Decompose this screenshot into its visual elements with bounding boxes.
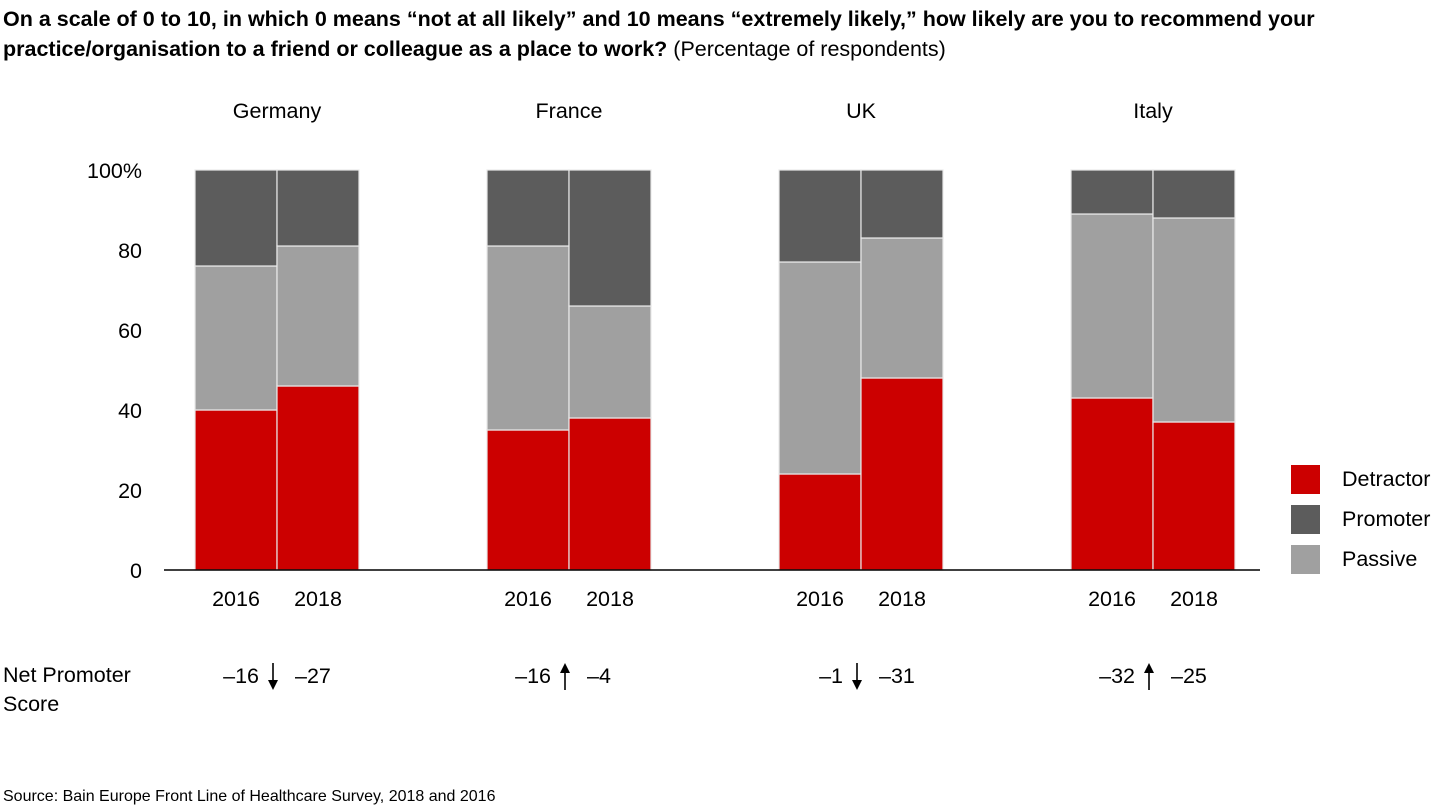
y-tick-label: 0 bbox=[130, 559, 142, 583]
bar-segment-promoter-italy-2018 bbox=[1152, 169, 1236, 219]
bar-segment-detractor-france-2016 bbox=[486, 429, 570, 571]
y-tick-label: 80 bbox=[118, 239, 142, 263]
bar-segment-promoter-france-2018 bbox=[568, 169, 652, 307]
x-tick-label: 2016 bbox=[212, 587, 260, 611]
legend-label-passive: Passive bbox=[1342, 546, 1418, 571]
x-tick-label: 2018 bbox=[586, 587, 634, 611]
legend-item-promoter: Promoter bbox=[1291, 499, 1430, 539]
x-tick-label: 2016 bbox=[1088, 587, 1136, 611]
bar-segment-passive-germany-2016 bbox=[194, 265, 278, 411]
legend-swatch-passive bbox=[1291, 544, 1320, 574]
nps-label-line2: Score bbox=[3, 692, 60, 716]
y-tick-label: 60 bbox=[118, 319, 142, 343]
chart-title: On a scale of 0 to 10, in which 0 means … bbox=[3, 4, 1438, 64]
x-tick-label: 2016 bbox=[504, 587, 552, 611]
arrow-down-icon bbox=[852, 680, 862, 690]
arrow-up-icon bbox=[1144, 663, 1154, 673]
y-tick-label: 40 bbox=[118, 399, 142, 423]
bar-segment-promoter-uk-2016 bbox=[778, 169, 862, 263]
arrow-down-icon bbox=[268, 680, 278, 690]
legend-label-detractor: Detractor bbox=[1342, 466, 1431, 491]
group-label-italy: Italy bbox=[1133, 99, 1173, 123]
bar-segment-detractor-uk-2018 bbox=[860, 377, 944, 571]
nps-2016-italy: –32 bbox=[1099, 664, 1135, 688]
nps-2016-uk: –1 bbox=[819, 664, 843, 688]
bar-segment-passive-france-2018 bbox=[568, 305, 652, 419]
bar-segment-passive-france-2016 bbox=[486, 245, 570, 431]
legend: Detractor Promoter Passive bbox=[1291, 459, 1430, 579]
source-note: Source: Bain Europe Front Line of Health… bbox=[3, 788, 496, 805]
group-label-france: France bbox=[536, 99, 603, 123]
bar-segment-promoter-germany-2016 bbox=[194, 169, 278, 267]
bar-segment-promoter-uk-2018 bbox=[860, 169, 944, 239]
legend-swatch-detractor bbox=[1291, 464, 1320, 494]
bar-segment-detractor-uk-2016 bbox=[778, 473, 862, 571]
legend-swatch-promoter bbox=[1291, 504, 1320, 534]
bar-segment-detractor-germany-2016 bbox=[194, 409, 278, 571]
bar-segment-passive-uk-2016 bbox=[778, 261, 862, 475]
bar-segment-passive-germany-2018 bbox=[276, 245, 360, 387]
legend-label-promoter: Promoter bbox=[1342, 506, 1431, 531]
bar-segment-promoter-italy-2016 bbox=[1070, 169, 1154, 215]
legend-item-passive: Passive bbox=[1291, 539, 1430, 579]
x-tick-label: 2018 bbox=[294, 587, 342, 611]
nps-2018-france: –4 bbox=[587, 664, 611, 688]
nps-label: Net Promoter Score bbox=[3, 661, 131, 719]
nps-2016-germany: –16 bbox=[223, 664, 259, 688]
chart-title-question: On a scale of 0 to 10, in which 0 means … bbox=[3, 7, 1315, 61]
bar-segment-promoter-france-2016 bbox=[486, 169, 570, 247]
chart-subtitle: (Percentage of respondents) bbox=[673, 37, 946, 61]
x-tick-label: 2018 bbox=[1170, 587, 1218, 611]
bar-segment-detractor-italy-2018 bbox=[1152, 421, 1236, 571]
bar-segment-passive-uk-2018 bbox=[860, 237, 944, 379]
group-label-uk: UK bbox=[846, 99, 877, 123]
bar-segment-detractor-italy-2016 bbox=[1070, 397, 1154, 571]
nps-2018-uk: –31 bbox=[879, 664, 915, 688]
x-tick-label: 2018 bbox=[878, 587, 926, 611]
bar-segment-promoter-germany-2018 bbox=[276, 169, 360, 247]
nps-label-line1: Net Promoter bbox=[3, 663, 131, 687]
x-tick-label: 2016 bbox=[796, 587, 844, 611]
y-tick-label: 100% bbox=[87, 159, 142, 183]
bar-segment-passive-italy-2016 bbox=[1070, 213, 1154, 399]
arrow-up-icon bbox=[560, 663, 570, 673]
bar-segment-passive-italy-2018 bbox=[1152, 217, 1236, 423]
legend-item-detractor: Detractor bbox=[1291, 459, 1430, 499]
bar-segment-detractor-germany-2018 bbox=[276, 385, 360, 571]
y-tick-label: 20 bbox=[118, 479, 142, 503]
nps-2018-germany: –27 bbox=[295, 664, 331, 688]
nps-2018-italy: –25 bbox=[1171, 664, 1207, 688]
group-label-germany: Germany bbox=[233, 99, 322, 123]
nps-2016-france: –16 bbox=[515, 664, 551, 688]
bar-segment-detractor-france-2018 bbox=[568, 417, 652, 571]
